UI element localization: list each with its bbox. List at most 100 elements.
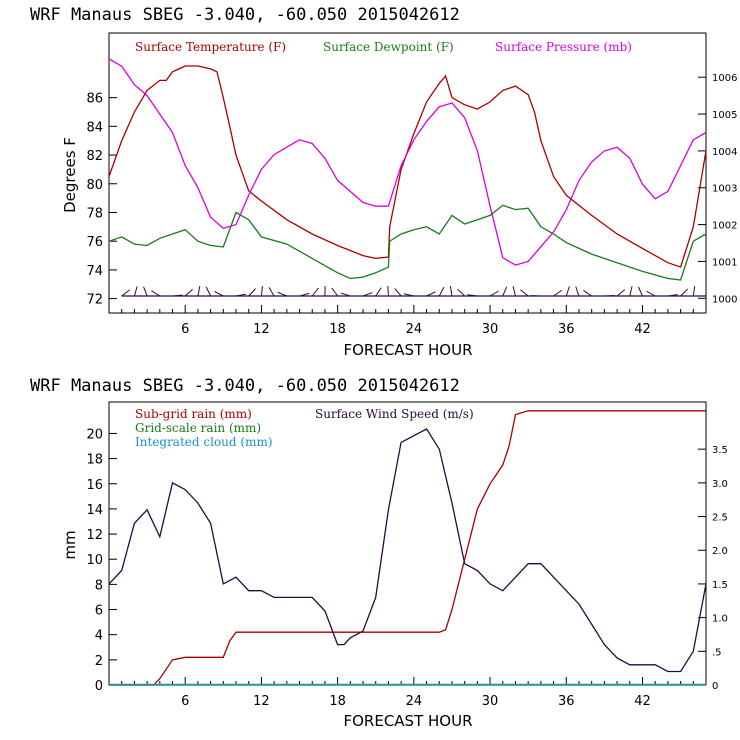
wind-barb [520,289,529,297]
wind-barb [151,290,161,297]
y-tick-label: 82 [86,149,103,164]
wind-barb [512,286,516,297]
x-tick-label: 36 [558,694,575,709]
y2-tick-label: 2.0 [712,546,728,557]
x-tick-label: 30 [482,322,499,337]
series-line-surface-dewpoint-f [108,204,707,281]
wind-barb [362,292,373,297]
wind-barb [184,288,193,297]
wind-barb [692,286,696,297]
x-tick-label: 24 [406,694,423,709]
y2-tick-label: 1000 [712,294,737,305]
wind-barb [680,288,689,297]
wind-barb [449,286,453,297]
y2-tick-label: 1.0 [712,614,728,625]
y2-tick-label: 3.0 [712,479,728,490]
panel1-xlabel: FORECAST HOUR [343,341,472,359]
y2-tick-label: .5 [712,647,722,658]
y-tick-label: 12 [86,528,103,543]
legend-surface-dewpoint: Surface Dewpoint (F) [323,40,454,54]
wind-barb [331,287,339,297]
x-tick-label: 36 [558,322,575,337]
y2-tick-label: 1.5 [712,580,728,591]
panel2-title: WRF Manaus SBEG -3.040, -60.050 20150426… [30,376,460,396]
wind-barb [502,286,508,297]
panel1-frame [108,32,707,314]
wind-barb [143,286,148,297]
wind-barb [575,286,580,297]
wind-barb [387,285,389,297]
wind-barb [394,288,402,297]
wind-barb [268,287,275,297]
y-tick-label: 84 [86,120,103,135]
wind-barb [214,291,224,297]
y-tick-label: 78 [86,206,103,221]
wind-barb [667,294,678,297]
x-tick-label: 30 [482,694,499,709]
wind-barb [637,286,643,297]
y2-tick-label: 1006 [712,73,737,84]
wind-barb [629,286,633,297]
y2-tick-label: 1001 [712,257,737,268]
y-tick-label: 72 [86,293,103,308]
x-tick-label: 18 [329,694,346,709]
x-tick-label: 12 [253,322,270,337]
legend-subgrid-rain: Sub-grid rain (mm) [135,407,252,421]
wind-barb [426,291,436,297]
wind-barb [133,286,138,297]
wind-barb [565,286,570,297]
wind-barb [403,293,414,297]
wind-barb [438,286,445,297]
wind-barb [311,287,319,297]
x-tick-label: 18 [329,322,346,337]
series-line-surface-pressure-mb [108,58,707,266]
y-tick-label: 18 [86,453,103,468]
legend-surface-pressure: Surface Pressure (mb) [495,40,632,54]
y-tick-label: 0 [95,679,103,694]
panel1-ylabel: Degrees F [61,137,79,213]
x-tick-label: 6 [181,322,189,337]
legend-wind-speed: Surface Wind Speed (m/s) [315,407,474,421]
x-tick-label: 6 [181,694,189,709]
y2-tick-label: 2.5 [712,513,728,524]
y2-tick-label: 1005 [712,110,737,121]
wind-barb [340,292,351,297]
wind-barb [260,286,263,297]
wind-barb [604,294,615,297]
series-line-surface-temperature-f [108,65,707,268]
wind-barb [235,293,246,297]
y2-tick-label: 1003 [712,184,737,195]
wind-barb [553,289,563,297]
wind-barb [646,290,656,297]
y-tick-label: 4 [95,629,103,644]
y2-tick-label: 0 [712,681,718,692]
y-tick-label: 14 [86,503,103,518]
y-tick-label: 86 [86,92,103,107]
wind-barb [457,288,466,297]
y-tick-label: 20 [86,427,103,442]
wind-barb [121,289,130,297]
precipitation-panel: WRF Manaus SBEG -3.040, -60.050 20150426… [30,376,728,730]
wind-barb [248,288,256,297]
wind-barb [616,289,626,297]
y-tick-label: 2 [95,654,103,669]
y2-tick-label: 1002 [712,221,737,232]
y-tick-label: 6 [95,604,103,619]
y-tick-label: 76 [86,235,103,250]
y2-tick-label: 1004 [712,147,737,158]
wind-barb [205,286,212,297]
series-line-sub-grid-rain-mm [109,410,706,686]
wind-barb [299,292,310,297]
y-tick-label: 10 [86,553,103,568]
wind-barb [172,294,183,297]
panel1-title: WRF Manaus SBEG -3.040, -60.050 20150426… [30,5,460,25]
y-tick-label: 74 [86,264,103,279]
x-tick-label: 42 [634,322,651,337]
y-tick-label: 8 [95,578,103,593]
legend-gridscale-rain: Grid-scale rain (mm) [135,421,261,435]
temperature-panel: WRF Manaus SBEG -3.040, -60.050 20150426… [30,5,737,359]
y-tick-label: 16 [86,478,103,493]
wind-barb [489,290,499,297]
panel2-ylabel: mm [61,530,79,559]
